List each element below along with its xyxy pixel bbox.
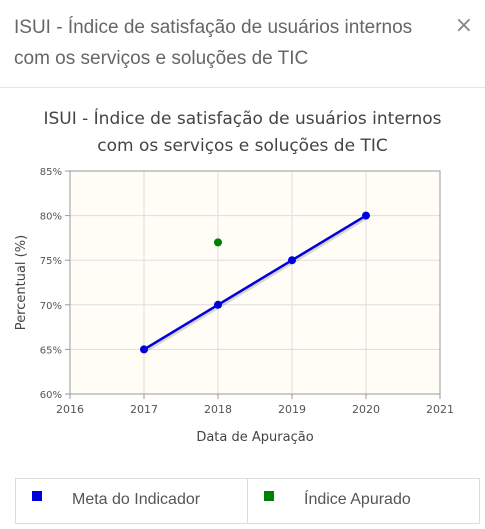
y-tick-label: 75% — [40, 256, 62, 267]
close-button[interactable]: × — [454, 13, 473, 38]
data-point-series-1 — [140, 345, 148, 354]
x-tick-label: 2021 — [426, 403, 454, 416]
data-point-series-1 — [288, 256, 296, 265]
series-line-shadow — [144, 216, 368, 353]
plot-border — [69, 170, 441, 395]
series-line-1 — [143, 214, 367, 351]
y-tick-label: 80% — [40, 212, 62, 223]
y-tick-label: 60% — [40, 390, 62, 401]
y-tick-label: 85% — [40, 167, 62, 178]
x-tick-label: 2017 — [130, 403, 158, 416]
legend-swatch-indice — [264, 491, 274, 501]
legend-label-indice: Índice Apurado — [304, 491, 411, 508]
x-axis-label: Data de Apuração — [196, 430, 313, 445]
legend-item-indice[interactable]: Índice Apurado — [247, 479, 479, 523]
data-point-series-2 — [214, 238, 222, 247]
data-point-series-1 — [362, 211, 370, 220]
y-tick-label: 65% — [40, 345, 62, 356]
chart-title: ISUI - Índice de satisfação de usuários … — [43, 109, 442, 156]
chart-legend: Meta do Indicador Índice Apurado — [15, 478, 480, 524]
x-tick-label: 2020 — [352, 403, 380, 416]
data-point-series-1 — [214, 300, 222, 309]
y-tick-label: 70% — [40, 301, 62, 312]
modal-title: ISUI - Índice de satisfação de usuários … — [14, 17, 413, 69]
line-chart: 2016 2017 2018 2019 2020 2021 60% 65% 70% 75% 80% 8… — [14, 167, 454, 445]
chart-container: ISUI - Índice de satisfação de usuários … — [0, 88, 485, 460]
x-tick-label: 2018 — [204, 403, 232, 416]
x-tick-label: 2016 — [56, 403, 84, 416]
y-axis-label: Percentual (%) — [14, 235, 29, 330]
legend-item-meta[interactable]: Meta do Indicador — [16, 479, 247, 523]
legend-label-meta: Meta do Indicador — [72, 491, 201, 508]
modal-header: ISUI - Índice de satisfação de usuários … — [0, 0, 485, 88]
legend-swatch-meta — [32, 491, 42, 501]
x-tick-label: 2019 — [278, 403, 306, 416]
